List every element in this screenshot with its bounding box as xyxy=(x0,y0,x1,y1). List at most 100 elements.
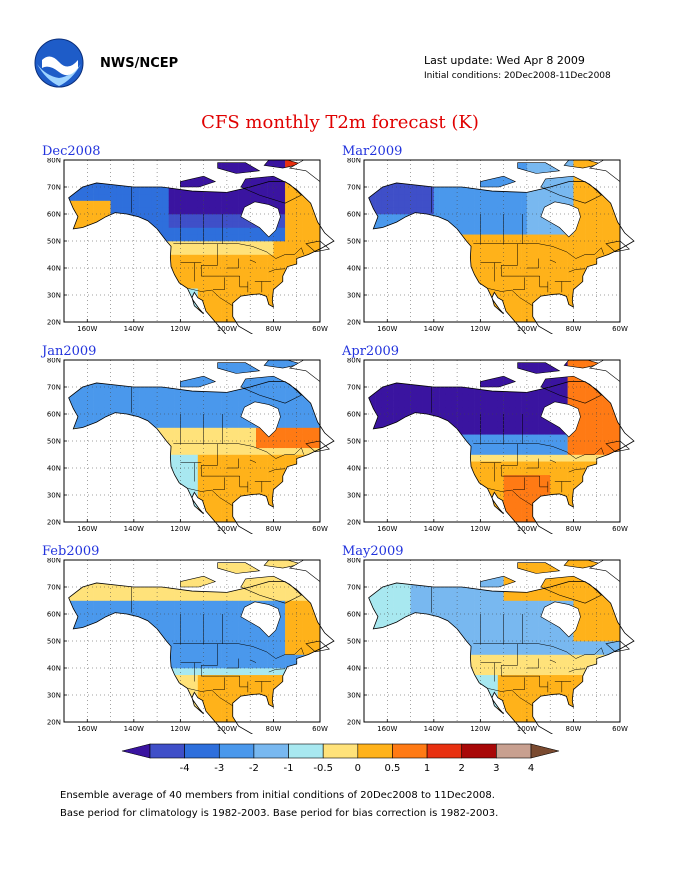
anomaly-cell xyxy=(296,434,303,442)
anomaly-cell xyxy=(197,400,204,408)
anomaly-cell xyxy=(221,288,228,296)
anomaly-cell xyxy=(238,166,245,174)
anomaly-cell xyxy=(192,214,199,222)
anomaly-cell xyxy=(480,234,487,242)
anomaly-cell xyxy=(168,200,175,208)
anomaly-cell xyxy=(98,393,106,401)
anomaly-cell xyxy=(521,515,528,523)
anomaly-cell xyxy=(162,207,170,215)
anomaly-cell xyxy=(393,400,400,408)
anomaly-cell xyxy=(439,414,446,422)
anomaly-cell xyxy=(602,441,609,449)
anomaly-cell xyxy=(457,220,464,228)
anomaly-cell xyxy=(279,420,286,428)
anomaly-cell xyxy=(567,461,574,469)
anomaly-cell xyxy=(521,420,528,428)
anomaly-cell xyxy=(521,160,528,168)
anomaly-cell xyxy=(128,400,135,408)
anomaly-cell xyxy=(596,200,603,208)
anomaly-cell xyxy=(250,254,257,262)
island-outline xyxy=(180,175,217,188)
anomaly-cell xyxy=(503,247,510,255)
anomaly-cell xyxy=(209,220,216,228)
anomaly-cell xyxy=(192,461,199,469)
anomaly-cell xyxy=(398,193,406,201)
anomaly-cell xyxy=(457,193,464,201)
anomaly-cell xyxy=(215,488,222,496)
lat-label: 50N xyxy=(47,438,61,446)
anomaly-cell xyxy=(256,281,263,289)
anomaly-cell xyxy=(614,241,621,249)
anomaly-cell xyxy=(596,427,603,435)
anomaly-cell xyxy=(116,393,123,401)
anomaly-cell xyxy=(503,288,510,296)
anomaly-cell xyxy=(197,281,204,289)
anomaly-cell xyxy=(93,400,100,408)
anomaly-cell xyxy=(451,207,458,215)
anomaly-cell xyxy=(197,461,204,469)
anomaly-cell xyxy=(596,207,603,215)
anomaly-cell xyxy=(579,234,586,242)
anomaly-cell xyxy=(226,315,234,323)
anomaly-cell xyxy=(296,393,303,401)
anomaly-cell xyxy=(544,288,551,296)
anomaly-cell xyxy=(544,366,551,374)
anomaly-cell xyxy=(585,234,592,242)
anomaly-cell xyxy=(81,387,88,395)
anomaly-cell xyxy=(232,166,239,174)
anomaly-cell xyxy=(87,587,94,595)
anomaly-cell xyxy=(596,400,603,408)
anomaly-cell xyxy=(261,281,268,289)
anomaly-cell xyxy=(75,214,82,222)
anomaly-cell xyxy=(492,274,499,282)
anomaly-cell xyxy=(573,468,580,476)
anomaly-cell xyxy=(486,447,493,455)
anomaly-cell xyxy=(273,281,280,289)
anomaly-cell xyxy=(561,241,568,249)
anomaly-cell xyxy=(538,187,545,195)
anomaly-cell xyxy=(273,180,280,188)
anomaly-cell xyxy=(93,393,100,401)
anomaly-cell xyxy=(398,207,406,215)
anomaly-cell xyxy=(162,434,170,442)
anomaly-cell xyxy=(302,200,309,208)
anomaly-cell xyxy=(451,400,458,408)
anomaly-cell xyxy=(104,593,111,601)
anomaly-cell xyxy=(267,281,274,289)
anomaly-cell xyxy=(573,241,580,249)
anomaly-cell xyxy=(250,281,257,289)
anomaly-cell xyxy=(509,420,516,428)
anomaly-cell xyxy=(244,241,251,249)
anomaly-cell xyxy=(232,281,239,289)
anomaly-cell xyxy=(180,387,187,395)
anomaly-cell xyxy=(515,254,522,262)
anomaly-cell xyxy=(556,447,563,455)
anomaly-cell xyxy=(608,220,615,228)
anomaly-cell xyxy=(221,461,228,469)
anomaly-cell xyxy=(162,407,170,415)
anomaly-cell xyxy=(526,166,534,174)
anomaly-cell xyxy=(279,414,286,422)
anomaly-cell xyxy=(497,234,504,242)
anomaly-cell xyxy=(75,200,82,208)
anomaly-cell xyxy=(221,495,228,503)
anomaly-cell xyxy=(221,268,228,276)
anomaly-cell xyxy=(521,308,528,316)
anomaly-cell xyxy=(174,661,181,669)
anomaly-cell xyxy=(314,441,321,449)
anomaly-cell xyxy=(174,241,181,249)
anomaly-cell xyxy=(157,187,164,195)
anomaly-cell xyxy=(526,468,534,476)
anomaly-cell xyxy=(480,407,487,415)
anomaly-cell xyxy=(215,268,222,276)
anomaly-cell xyxy=(556,468,563,476)
anomaly-cell xyxy=(186,234,193,242)
lat-label: 30N xyxy=(47,292,61,300)
anomaly-cell xyxy=(445,407,452,415)
anomaly-cell xyxy=(462,434,470,442)
anomaly-cell xyxy=(197,420,204,428)
anomaly-cell xyxy=(232,481,239,489)
anomaly-cell xyxy=(428,187,435,195)
anomaly-cell xyxy=(244,234,251,242)
anomaly-cell xyxy=(468,207,475,215)
